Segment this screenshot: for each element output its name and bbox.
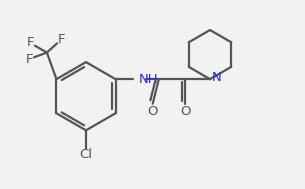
Text: F: F <box>27 36 34 50</box>
Text: F: F <box>25 53 33 66</box>
Text: Cl: Cl <box>80 148 92 161</box>
Text: O: O <box>147 105 158 118</box>
Text: NH: NH <box>138 73 158 86</box>
Text: O: O <box>180 105 191 118</box>
Text: F: F <box>57 33 65 46</box>
Text: N: N <box>211 71 221 84</box>
